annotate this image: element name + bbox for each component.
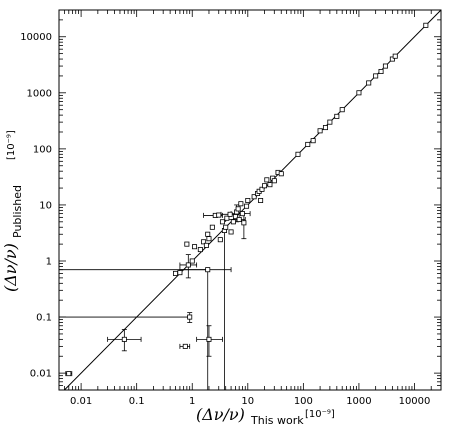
y-axis-label-sub: Published xyxy=(11,185,24,238)
data-point xyxy=(173,270,179,276)
y-tick-label: 0.01 xyxy=(30,369,52,380)
data-point xyxy=(197,247,203,253)
data-point xyxy=(356,90,362,96)
data-point xyxy=(378,68,384,74)
data-point xyxy=(382,63,388,69)
data-point xyxy=(322,125,328,131)
data-point xyxy=(185,262,191,268)
x-tick-label: 1000 xyxy=(346,396,371,407)
data-point xyxy=(245,197,251,203)
data-point xyxy=(205,267,211,273)
data-point xyxy=(271,178,277,184)
data-point xyxy=(366,80,372,86)
y-axis-label-units: [10⁻⁹] xyxy=(6,130,17,160)
y-axis-label: (Δν/ν) Published [10⁻⁹] xyxy=(1,130,24,292)
data-point xyxy=(334,113,340,119)
data-points xyxy=(66,22,429,377)
data-point xyxy=(219,219,225,225)
data-point xyxy=(216,212,222,218)
data-point xyxy=(262,183,268,189)
data-point xyxy=(232,214,238,220)
data-point xyxy=(203,242,209,248)
data-point xyxy=(373,73,379,79)
data-point xyxy=(227,211,233,217)
x-axis-label-units: [10⁻⁹] xyxy=(305,409,335,420)
data-point xyxy=(230,219,236,225)
x-tick-label: 1 xyxy=(189,396,195,407)
data-point xyxy=(327,119,333,125)
data-point xyxy=(235,206,241,212)
x-axis-ticks: 0.01 0.1 1 10 100 1000 10000 xyxy=(58,10,442,407)
plot-frame xyxy=(58,9,442,391)
x-axis-label-main: (Δν/ν) xyxy=(196,405,245,424)
x-tick-label: 0.1 xyxy=(129,396,145,407)
data-point xyxy=(239,211,245,217)
data-point xyxy=(224,215,230,221)
x-tick-label: 10000 xyxy=(399,396,431,407)
data-point xyxy=(228,229,234,235)
y-tick-label: 0.1 xyxy=(36,313,52,324)
y-tick-label: 10 xyxy=(39,200,52,211)
data-point xyxy=(66,371,72,377)
data-point xyxy=(310,138,316,144)
x-tick-label: 100 xyxy=(294,396,313,407)
reference-lines xyxy=(59,9,442,391)
data-point xyxy=(264,177,270,183)
data-point xyxy=(192,244,198,250)
data-point xyxy=(339,107,345,113)
data-point xyxy=(423,22,429,28)
x-tick-label: 0.01 xyxy=(70,396,92,407)
y-tick-label: 10000 xyxy=(20,32,52,43)
data-point xyxy=(206,336,212,342)
data-point xyxy=(241,220,247,226)
data-point xyxy=(187,314,193,320)
data-point xyxy=(217,237,223,243)
y-tick-label: 1 xyxy=(46,256,52,267)
data-point xyxy=(244,203,250,209)
data-point xyxy=(267,182,273,188)
x-tick-label: 10 xyxy=(241,396,254,407)
data-point xyxy=(177,270,183,276)
data-point xyxy=(251,194,257,200)
data-point xyxy=(236,216,242,222)
data-point xyxy=(121,336,127,342)
data-point xyxy=(209,224,215,230)
data-point xyxy=(201,239,207,245)
x-axis-label: (Δν/ν) This work [10⁻⁹] xyxy=(196,405,335,427)
data-point xyxy=(182,343,188,349)
y-tick-label: 100 xyxy=(33,144,52,155)
data-point xyxy=(189,258,195,264)
identity-line xyxy=(64,9,442,391)
data-point xyxy=(223,224,229,230)
data-point xyxy=(278,171,284,177)
y-axis-label-main: (Δν/ν) xyxy=(1,243,20,292)
data-point xyxy=(258,197,264,203)
data-point xyxy=(295,151,301,157)
data-point xyxy=(305,141,311,147)
data-point xyxy=(205,231,211,237)
y-axis-ticks: 0.01 0.1 1 10 100 1000 10000 xyxy=(20,9,441,391)
data-point xyxy=(184,241,190,247)
data-point xyxy=(259,186,265,192)
data-point xyxy=(389,56,395,62)
data-point xyxy=(392,53,398,59)
y-tick-label: 1000 xyxy=(27,88,52,99)
data-point xyxy=(317,128,323,134)
x-axis-label-sub: This work xyxy=(250,414,304,427)
data-point xyxy=(238,201,244,207)
data-point xyxy=(206,236,212,242)
